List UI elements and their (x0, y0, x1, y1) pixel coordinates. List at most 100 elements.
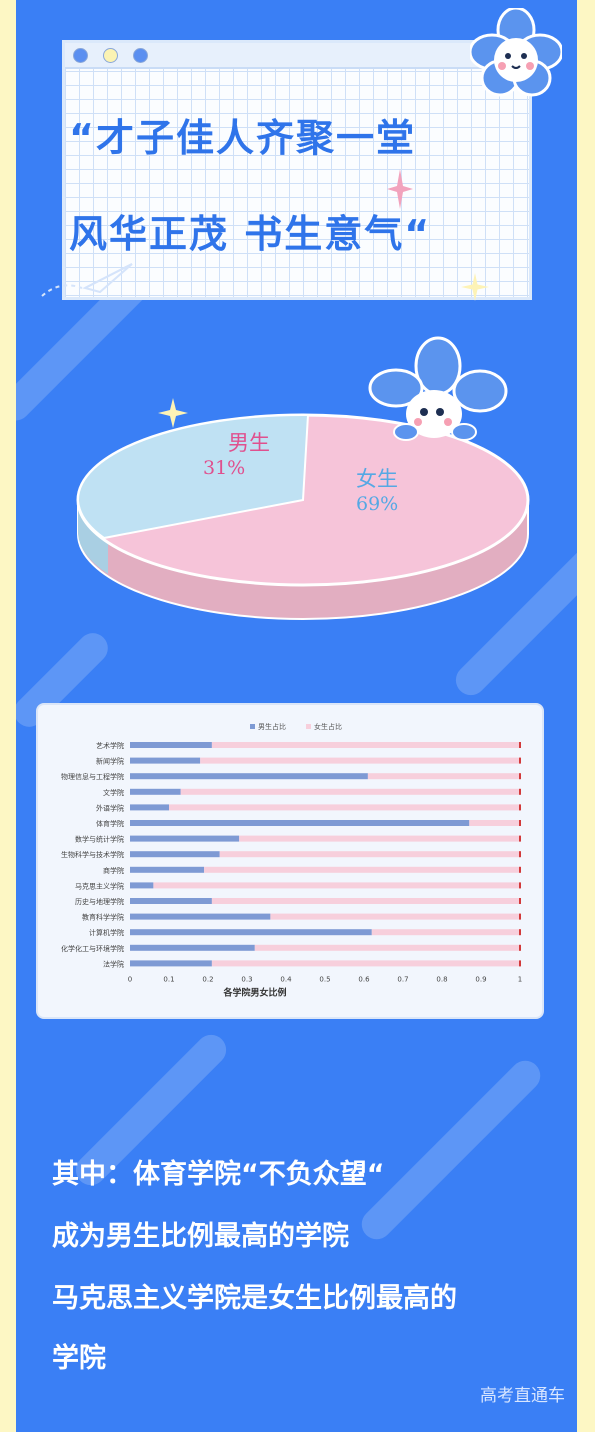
bar-segment (130, 788, 181, 795)
bar-end-marker (519, 944, 521, 951)
bar-end-marker (519, 804, 521, 811)
bar-segment (211, 742, 520, 748)
x-tick-label: 0 (128, 975, 132, 983)
x-tick-label: 0.6 (358, 975, 370, 983)
title-line-2: 风华正茂 书生意气“ (69, 212, 432, 256)
bar-end-marker (519, 742, 521, 748)
bar-end-marker (519, 960, 521, 967)
summary-line-4: 学院 (52, 1343, 106, 1374)
pie-slice-male (76, 413, 310, 540)
bar-segment (469, 820, 520, 826)
category-label: 外语学院 (96, 803, 124, 812)
bar-segment (200, 757, 520, 764)
category-label: 体育学院 (96, 819, 124, 828)
pie-label-female: 女生 (356, 467, 398, 491)
category-label: 马克思主义学院 (75, 881, 124, 890)
footer-source: 高考直通车 (480, 1386, 565, 1406)
mascot-peeking-icon (368, 336, 508, 441)
category-label: 物理信息与工程学院 (61, 772, 124, 781)
summary-line-3: 马克思主义学院是女生比例最高的 (52, 1283, 457, 1314)
category-label: 艺术学院 (96, 741, 124, 750)
bar-end-marker (519, 929, 521, 936)
bar-segment (153, 882, 520, 889)
bar-segment (130, 913, 271, 920)
category-label: 计算机学院 (89, 928, 124, 937)
bar-segment (130, 866, 205, 873)
x-tick-label: 0.9 (475, 975, 486, 983)
legend-swatch (250, 724, 255, 729)
bar-end-marker (519, 820, 521, 826)
bar-chart-frame: 男生占比 女生占比艺术学院新闻学院物理信息与工程学院文学院外语学院体育学院数学与统… (36, 703, 544, 1019)
pie-label-male: 男生 (228, 431, 270, 455)
category-label: 文学院 (103, 788, 124, 797)
title-card: “才子佳人齐聚一堂 风华正茂 书生意气“ (62, 40, 532, 301)
category-label: 商学院 (103, 866, 124, 875)
bar-segment (180, 788, 520, 795)
x-tick-label: 0.7 (397, 975, 408, 983)
bar-segment (130, 804, 169, 811)
bar-segment (130, 929, 372, 936)
bar-end-marker (519, 866, 521, 873)
legend-swatch (306, 724, 311, 729)
bar-segment (169, 804, 520, 811)
summary-line-1: 其中：体育学院“不负众望“ (52, 1159, 385, 1190)
title-line-1: “才子佳人齐聚一堂 (69, 116, 416, 160)
bar-segment (130, 882, 154, 889)
summary-line-2: 成为男生比例最高的学院 (52, 1221, 349, 1252)
window-dot-icon (73, 48, 88, 63)
x-tick-label: 0.4 (280, 975, 292, 983)
x-tick-label: 1 (518, 975, 522, 983)
college-gender-bar-chart: 男生占比 女生占比艺术学院新闻学院物理信息与工程学院文学院外语学院体育学院数学与统… (61, 722, 522, 998)
window-title-bar (65, 43, 529, 69)
sparkle-icon (158, 398, 188, 428)
bar-segment (130, 898, 212, 904)
pie-side-wall-male (78, 500, 108, 574)
gender-pie-chart: 男生 31% 女生 69% (76, 398, 530, 620)
bar-end-marker (519, 835, 521, 842)
bar-segment (367, 773, 520, 780)
category-label: 教育科学学院 (82, 913, 124, 922)
category-label: 数学与统计学院 (75, 835, 124, 844)
bar-segment (130, 960, 212, 967)
bar-end-marker (519, 851, 521, 858)
sparkle-icon (387, 169, 413, 209)
x-tick-label: 0.8 (436, 975, 447, 983)
x-tick-label: 0.1 (163, 975, 174, 983)
bar-end-marker (519, 788, 521, 795)
legend-label: 女生占比 (314, 722, 342, 731)
sparkle-icon (461, 273, 489, 301)
bar-segment (130, 773, 368, 780)
window-dot-icon (133, 48, 148, 63)
bar-segment (130, 820, 470, 826)
bar-end-marker (519, 898, 521, 904)
legend-label: 男生占比 (258, 722, 286, 731)
bar-segment (130, 742, 212, 748)
category-label: 法学院 (103, 959, 124, 968)
bar-segment (130, 944, 255, 951)
pie-value-male: 31% (203, 457, 245, 479)
bar-segment (130, 835, 240, 842)
bar-segment (130, 757, 201, 764)
x-tick-label: 0.3 (241, 975, 252, 983)
bar-end-marker (519, 882, 521, 889)
x-tick-label: 0.2 (202, 975, 213, 983)
pie-value-female: 69% (356, 493, 398, 515)
decorative-stripe (355, 1054, 547, 1246)
chart-title: 各学院男女比例 (222, 986, 286, 998)
bar-segment (270, 913, 520, 920)
bar-segment (204, 866, 520, 873)
bar-end-marker (519, 773, 521, 780)
bar-segment (219, 851, 520, 858)
x-tick-label: 0.5 (319, 975, 330, 983)
bar-segment (371, 929, 520, 936)
bar-segment (239, 835, 520, 842)
mascot-flower-icon (470, 8, 562, 97)
category-label: 化学化工与环境学院 (61, 944, 124, 953)
bar-segment (254, 944, 521, 951)
category-label: 生物科学与技术学院 (61, 850, 124, 859)
paper-plane-icon (41, 263, 133, 297)
category-label: 历史与地理学院 (75, 897, 124, 906)
bar-end-marker (519, 757, 521, 764)
bar-end-marker (519, 913, 521, 920)
category-label: 新闻学院 (96, 757, 124, 766)
